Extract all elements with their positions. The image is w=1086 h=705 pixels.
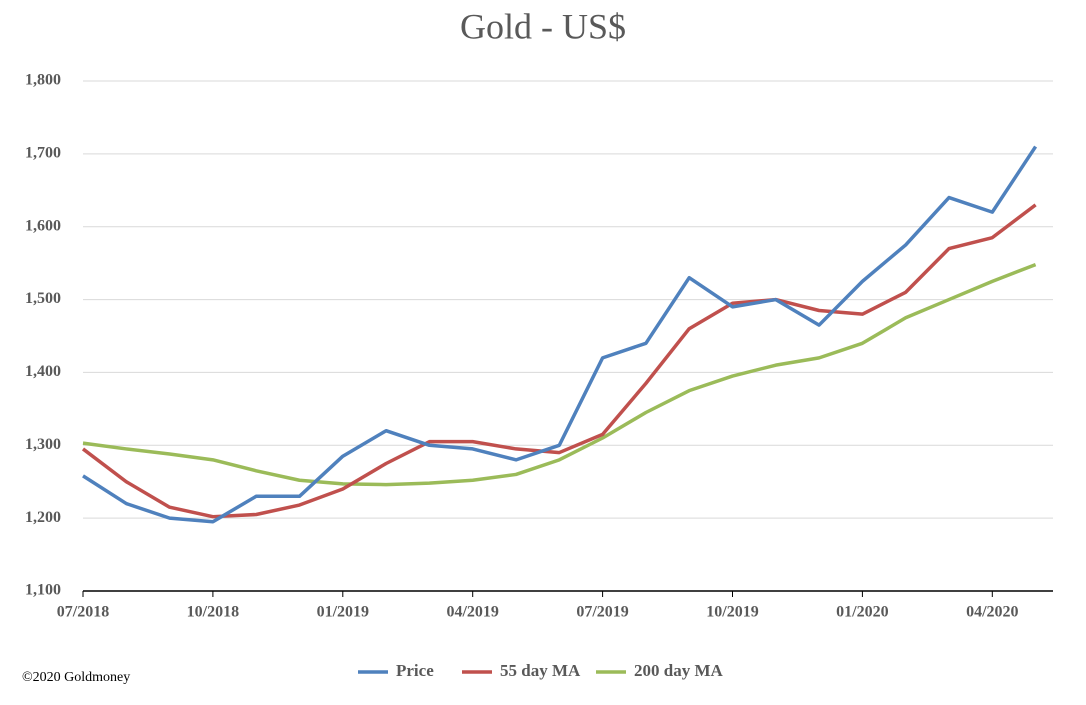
legend-label: 200 day MA bbox=[634, 661, 724, 680]
x-tick-label: 01/2020 bbox=[836, 604, 888, 621]
y-tick-label: 1,600 bbox=[25, 217, 61, 234]
series-line bbox=[81, 203, 1037, 519]
y-tick-label: 1,300 bbox=[25, 436, 61, 453]
legend-label: 55 day MA bbox=[500, 661, 581, 680]
x-tick-label: 10/2019 bbox=[706, 604, 758, 621]
y-tick-label: 1,200 bbox=[25, 509, 61, 526]
x-tick-label: 07/2019 bbox=[576, 604, 628, 621]
y-tick-label: 1,100 bbox=[25, 582, 61, 599]
x-tick-label: 07/2018 bbox=[57, 604, 109, 621]
y-tick-label: 1,700 bbox=[25, 145, 61, 162]
x-tick-label: 01/2019 bbox=[317, 604, 369, 621]
y-tick-label: 1,400 bbox=[25, 363, 61, 380]
y-tick-label: 1,800 bbox=[25, 72, 61, 89]
chart-title: Gold - US$ bbox=[460, 6, 626, 46]
y-tick-label: 1,500 bbox=[25, 290, 61, 307]
legend-label: Price bbox=[396, 661, 434, 680]
series-line bbox=[82, 262, 1037, 487]
x-tick-label: 04/2019 bbox=[446, 604, 498, 621]
source: ©2020 Goldmoney bbox=[22, 670, 130, 685]
x-tick-label: 10/2018 bbox=[187, 604, 239, 621]
series-line bbox=[82, 145, 1038, 524]
x-tick-label: 04/2020 bbox=[966, 604, 1018, 621]
